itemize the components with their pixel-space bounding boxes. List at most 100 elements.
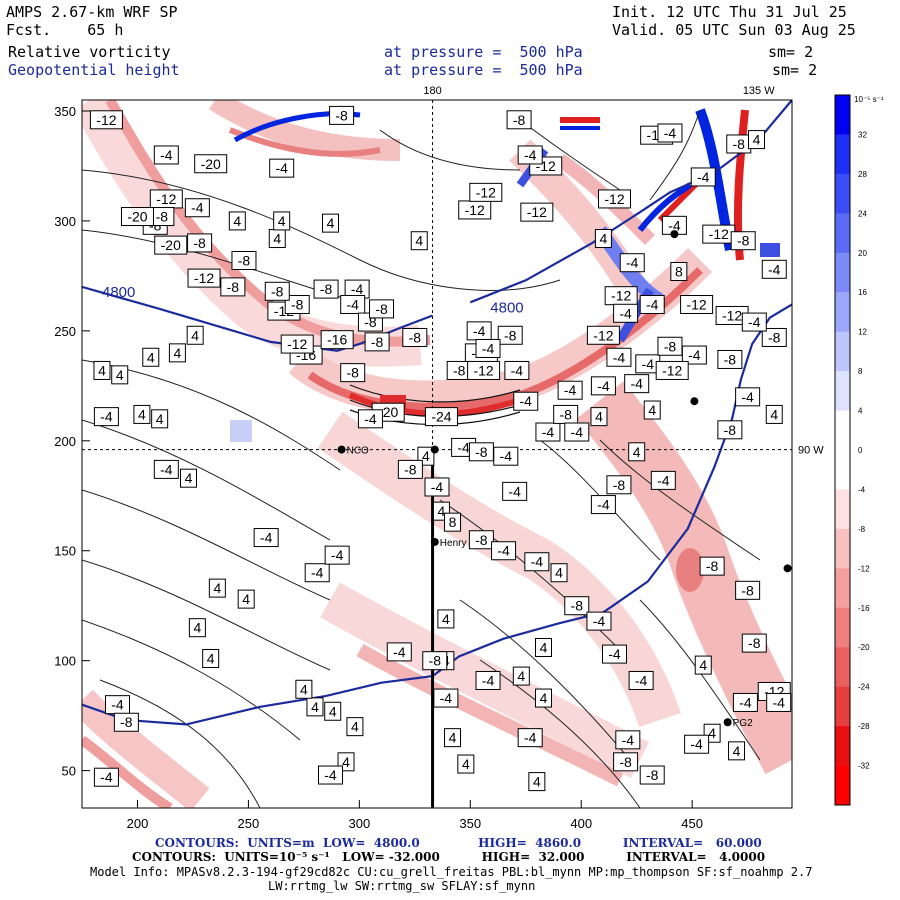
svg-text:-8: -8 (748, 635, 761, 651)
colorbar-tick-label: 4 (858, 407, 863, 416)
svg-text:4: 4 (633, 444, 641, 460)
svg-text:-4: -4 (511, 362, 524, 378)
station-name: NCO (347, 446, 369, 457)
vorticity-contour-label: -12 (149, 189, 183, 209)
vorticity-contour-label: 4 (550, 563, 568, 583)
svg-text:4: 4 (116, 367, 124, 383)
vorticity-contour-label: -4 (741, 312, 767, 332)
svg-text:4: 4 (278, 213, 286, 229)
vorticity-contour-label: 4 (180, 468, 197, 488)
svg-text:4: 4 (207, 650, 215, 666)
x-tick-label: 400 (570, 816, 592, 831)
height-contour-label: 4800 (102, 284, 135, 301)
svg-text:4: 4 (422, 448, 430, 464)
vorticity-contour-label: -20 (120, 207, 154, 227)
svg-text:-8: -8 (371, 334, 384, 350)
vorticity-contour-label: -4 (357, 409, 383, 429)
svg-text:-8: -8 (475, 444, 488, 460)
vorticity-contour-label: -4 (491, 541, 517, 561)
axis-ticks: 200 250 300 350 400 450 50 100 150 200 250 300 350 18… (54, 85, 824, 831)
valid-time: Valid. 05 UTC Sun 03 Aug 25 (612, 21, 856, 39)
svg-text:-4: -4 (646, 296, 659, 312)
x-tick-label: 200 (127, 816, 149, 831)
svg-text:4: 4 (300, 681, 308, 697)
vorticity-contour-label: 4 (643, 400, 661, 420)
colorbar-tick-label: -12 (858, 564, 870, 573)
svg-text:4: 4 (174, 345, 182, 361)
vorticity-contour-label: -12 (680, 294, 714, 314)
field1-name: Relative vorticity (8, 43, 171, 61)
colorbar-swatch (835, 173, 850, 214)
vorticity-contour-label: 4 (295, 679, 313, 699)
svg-text:-8: -8 (271, 283, 284, 299)
vorticity-contour-label: -8 (657, 336, 683, 356)
station-marker (690, 397, 699, 406)
contour-label-layer: -12-4-20 -4-8 -8-12-12-124-4-12-4-4-4 -12-1… (89, 105, 792, 792)
svg-text:-12: -12 (194, 270, 214, 286)
vorticity-contour-label: -8 (761, 327, 787, 347)
vorticity-contour-label: -12 (89, 110, 123, 130)
vorticity-contour-label: -8 (717, 349, 743, 369)
station-layer: NCO Henry PG2 (337, 230, 792, 729)
svg-text:8: 8 (449, 514, 457, 530)
svg-text:-12: -12 (593, 327, 613, 343)
svg-text:-8: -8 (453, 362, 466, 378)
vorticity-contour-label: -8 (699, 556, 725, 576)
footer-contours-height: CONTOURS: UNITS=m LOW= 4800.0 HIGH= 4860… (155, 836, 762, 850)
svg-text:4: 4 (415, 233, 423, 249)
vorticity-contour-label: 4 (322, 213, 339, 233)
vorticity-contour-label: -8 (231, 251, 257, 271)
vorticity-contour-label: -8 (284, 294, 310, 314)
vorticity-contour-label: -4 (586, 611, 612, 631)
vorticity-contour-label: -8 (340, 363, 366, 383)
vorticity-contour-label: -4 (766, 692, 792, 712)
colorbar-swatch (835, 134, 850, 175)
svg-text:4: 4 (540, 639, 548, 655)
vorticity-contour-label: -4 (93, 767, 119, 787)
vorticity-contour-label: -4 (624, 374, 650, 394)
vorticity-contour-label: 4 (306, 697, 324, 717)
svg-text:-4: -4 (311, 565, 324, 581)
svg-text:-8: -8 (320, 281, 333, 297)
vorticity-contour-label: 4 (748, 130, 765, 150)
colorbar-tick-label: 16 (858, 288, 867, 297)
svg-text:-4: -4 (275, 160, 288, 176)
svg-text:4: 4 (733, 743, 741, 759)
svg-text:-12: -12 (662, 362, 682, 378)
vorticity-contour-label: -4 (340, 294, 366, 314)
vorticity-contour-label: -8 (402, 327, 428, 347)
vorticity-contour-label: 4 (528, 772, 546, 792)
vorticity-contour-label: -4 (606, 347, 632, 367)
colorbar-swatch (835, 450, 850, 490)
vorticity-contour-label: -24 (424, 407, 458, 427)
vorticity-contour-label: -4 (475, 338, 501, 358)
field1-level: at pressure = 500 hPa (384, 43, 583, 61)
colorbar-tick-label: 8 (858, 367, 863, 376)
svg-text:-4: -4 (597, 497, 610, 513)
model-title: AMPS 2.67-km WRF SP (6, 3, 178, 21)
vorticity-contour-label: -8 (613, 752, 639, 772)
vorticity-contour-label: -4 (732, 692, 758, 712)
svg-text:-4: -4 (597, 378, 610, 394)
x-tick-label: 450 (681, 816, 703, 831)
station-marker (430, 445, 439, 454)
svg-text:-4: -4 (608, 646, 621, 662)
vorticity-contour-label: -4 (615, 730, 641, 750)
vorticity-contour-label: 4 (765, 404, 783, 424)
svg-text:-4: -4 (619, 305, 632, 321)
svg-text:-4: -4 (160, 461, 173, 477)
svg-text:4: 4 (342, 754, 350, 770)
colorbar-swatch (835, 607, 850, 648)
station-marker (670, 230, 679, 239)
svg-text:-8: -8 (156, 209, 169, 225)
svg-text:-4: -4 (331, 547, 344, 563)
svg-text:-8: -8 (291, 296, 304, 312)
vorticity-contour-label: -8 (606, 475, 632, 495)
vorticity-contour-label: -8 (564, 596, 590, 616)
vorticity-contour-label: -4 (153, 459, 179, 479)
vorticity-contour-label: -4 (513, 391, 539, 411)
vorticity-contour-label: 4 (188, 618, 206, 638)
colorbar-tick-label: -20 (858, 643, 870, 652)
colorbar: 32 28 24 20 16 12 8 4 0 -4 -8 -12 -16 -20 -24 -28 -32 10⁻… (834, 94, 884, 806)
